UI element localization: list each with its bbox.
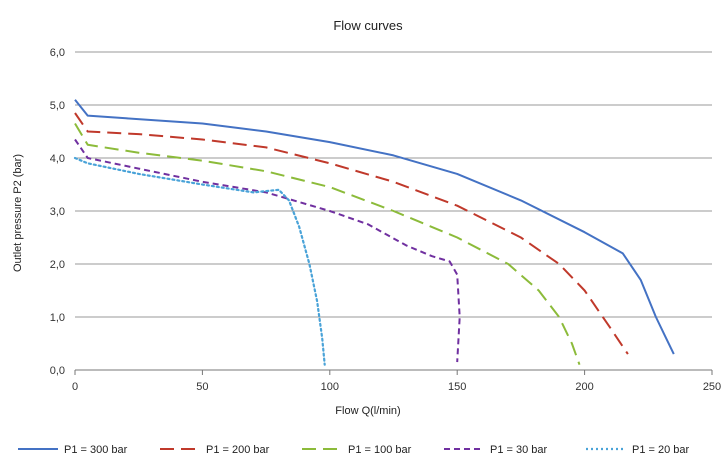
x-tick-label: 100 [321, 381, 339, 393]
y-tick-label: 6,0 [50, 47, 65, 59]
x-axis-ticks: 0 50 100 150 200 250 [72, 370, 721, 393]
x-tick-label: 250 [703, 381, 721, 393]
y-tick-label: 1,0 [50, 312, 65, 324]
legend-label: P1 = 30 bar [490, 444, 548, 456]
y-axis-ticks: 0,0 1,0 2,0 3,0 4,0 5,0 6,0 [50, 47, 65, 377]
gridlines [75, 51, 712, 318]
x-tick-label: 150 [448, 381, 466, 393]
series-line-5 [73, 156, 326, 366]
y-tick-label: 0,0 [50, 365, 65, 377]
x-tick-label: 200 [575, 381, 593, 393]
legend-label: P1 = 20 bar [632, 444, 690, 456]
legend: P1 = 300 bar P1 = 200 bar P1 = 100 bar P1 =… [18, 444, 690, 456]
y-tick-label: 4,0 [50, 153, 65, 165]
series-line-3 [74, 122, 581, 366]
series-lines [73, 99, 675, 366]
series-line-1 [74, 99, 675, 355]
y-tick-label: 5,0 [50, 100, 65, 112]
x-tick-label: 0 [72, 381, 78, 393]
y-axis-label: Outlet pressure P2 (bar) [12, 154, 24, 272]
chart-title: Flow curves [333, 18, 403, 33]
series-line-2 [74, 112, 629, 355]
series-line-4 [74, 138, 461, 363]
x-tick-label: 50 [196, 381, 208, 393]
legend-label: P1 = 300 bar [64, 444, 128, 456]
y-tick-label: 3,0 [50, 206, 65, 218]
legend-label: P1 = 100 bar [348, 444, 412, 456]
legend-label: P1 = 200 bar [206, 444, 270, 456]
y-tick-label: 2,0 [50, 259, 65, 271]
x-axis-label: Flow Q(l/min) [335, 405, 400, 417]
